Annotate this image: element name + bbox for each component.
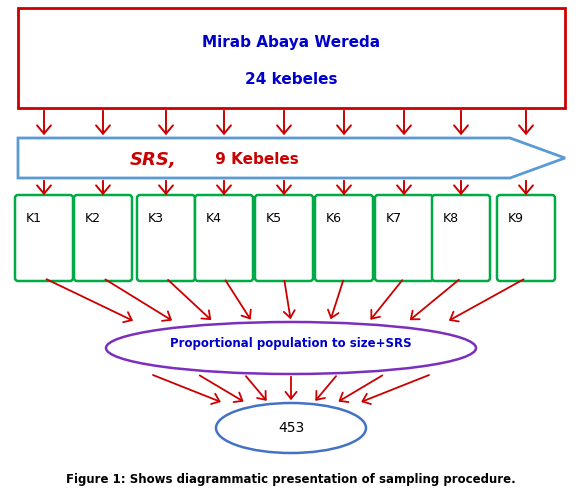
FancyBboxPatch shape xyxy=(497,195,555,281)
Text: K2: K2 xyxy=(85,212,101,225)
Ellipse shape xyxy=(106,322,476,374)
FancyBboxPatch shape xyxy=(432,195,490,281)
FancyBboxPatch shape xyxy=(137,195,195,281)
Polygon shape xyxy=(18,138,565,178)
Text: K3: K3 xyxy=(148,212,164,225)
Text: 9 Kebeles: 9 Kebeles xyxy=(210,152,298,168)
Text: K7: K7 xyxy=(386,212,402,225)
FancyBboxPatch shape xyxy=(74,195,132,281)
FancyBboxPatch shape xyxy=(315,195,373,281)
FancyBboxPatch shape xyxy=(255,195,313,281)
Text: Proportional population to size+SRS: Proportional population to size+SRS xyxy=(170,338,412,351)
Text: K8: K8 xyxy=(443,212,459,225)
Text: 453: 453 xyxy=(278,421,304,435)
Text: Figure 1: Shows diagrammatic presentation of sampling procedure.: Figure 1: Shows diagrammatic presentatio… xyxy=(66,473,516,487)
FancyBboxPatch shape xyxy=(375,195,433,281)
Text: K5: K5 xyxy=(266,212,282,225)
Text: K1: K1 xyxy=(26,212,42,225)
Text: 24 kebeles: 24 kebeles xyxy=(245,72,338,87)
Text: K4: K4 xyxy=(206,212,222,225)
Text: Mirab Abaya Wereda: Mirab Abaya Wereda xyxy=(202,35,381,50)
FancyBboxPatch shape xyxy=(15,195,73,281)
Ellipse shape xyxy=(216,403,366,453)
Text: SRS,: SRS, xyxy=(130,151,177,169)
Text: K9: K9 xyxy=(508,212,524,225)
Text: K6: K6 xyxy=(326,212,342,225)
FancyBboxPatch shape xyxy=(195,195,253,281)
FancyBboxPatch shape xyxy=(18,8,565,108)
